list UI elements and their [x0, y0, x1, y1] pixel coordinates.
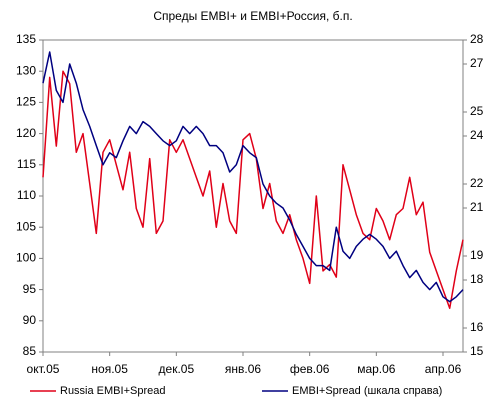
y-tick-label: 135: [16, 32, 36, 46]
y2-tick-label: 28: [470, 32, 484, 46]
y2-tick-label: 15: [470, 344, 484, 358]
legend-label: Russia EMBI+Spread: [60, 385, 165, 397]
x-tick-label: дек.05: [159, 362, 195, 376]
y-tick-label: 105: [16, 219, 36, 233]
y-tick-label: 125: [16, 95, 36, 109]
y-tick-label: 110: [17, 188, 36, 202]
y-tick-label: 120: [16, 126, 36, 140]
plot-frame: [42, 39, 464, 353]
x-tick-label: мар.06: [357, 362, 396, 376]
y-tick-label: 130: [16, 63, 36, 77]
y2-tick-label: 18: [470, 272, 484, 286]
x-tick-label: окт.05: [27, 362, 60, 376]
y2-tick-label: 19: [470, 248, 484, 262]
y2-tick-label: 24: [470, 128, 484, 142]
x-tick-label: апр.06: [425, 362, 462, 376]
chart-title: Спреды EMBI+ и EMBI+Россия, б.п.: [153, 9, 352, 23]
x-tick-label: фев.06: [290, 362, 330, 376]
x-tick-label: ноя.05: [91, 362, 128, 376]
y2-tick-label: 22: [470, 176, 484, 190]
series-line: [42, 70, 464, 310]
y2-tick-label: 16: [470, 320, 484, 334]
y-tick-label: 90: [23, 313, 37, 327]
y2-tick-label: 21: [470, 200, 484, 214]
series-line: [42, 51, 464, 303]
x-tick-label: янв.06: [225, 362, 262, 376]
y-tick-label: 95: [23, 282, 37, 296]
y2-tick-label: 25: [470, 104, 484, 118]
y-tick-label: 85: [23, 344, 37, 358]
y-tick-label: 100: [16, 251, 36, 265]
y2-tick-label: 27: [470, 56, 484, 70]
y-tick-label: 115: [17, 157, 36, 171]
legend-label: EMBI+Spread (шкала справа): [292, 385, 442, 397]
